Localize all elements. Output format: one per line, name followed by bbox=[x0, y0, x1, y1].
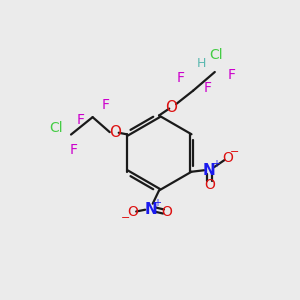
Text: Cl: Cl bbox=[49, 121, 63, 135]
Text: Cl: Cl bbox=[209, 48, 223, 62]
Text: −: − bbox=[230, 147, 239, 157]
Text: O: O bbox=[204, 178, 215, 192]
Text: N: N bbox=[203, 163, 216, 178]
Text: F: F bbox=[204, 81, 212, 95]
Text: +: + bbox=[212, 159, 220, 169]
Text: +: + bbox=[153, 197, 161, 208]
Text: O: O bbox=[109, 125, 121, 140]
Text: O: O bbox=[223, 151, 233, 165]
Text: N: N bbox=[144, 202, 157, 217]
Text: F: F bbox=[101, 98, 109, 112]
Text: −: − bbox=[121, 212, 131, 223]
Text: F: F bbox=[76, 112, 85, 127]
Text: O: O bbox=[162, 205, 172, 218]
Text: O: O bbox=[127, 205, 138, 218]
Text: H: H bbox=[196, 57, 206, 70]
Text: F: F bbox=[177, 71, 184, 85]
Text: O: O bbox=[166, 100, 178, 115]
Text: F: F bbox=[227, 68, 235, 82]
Text: F: F bbox=[70, 143, 78, 157]
